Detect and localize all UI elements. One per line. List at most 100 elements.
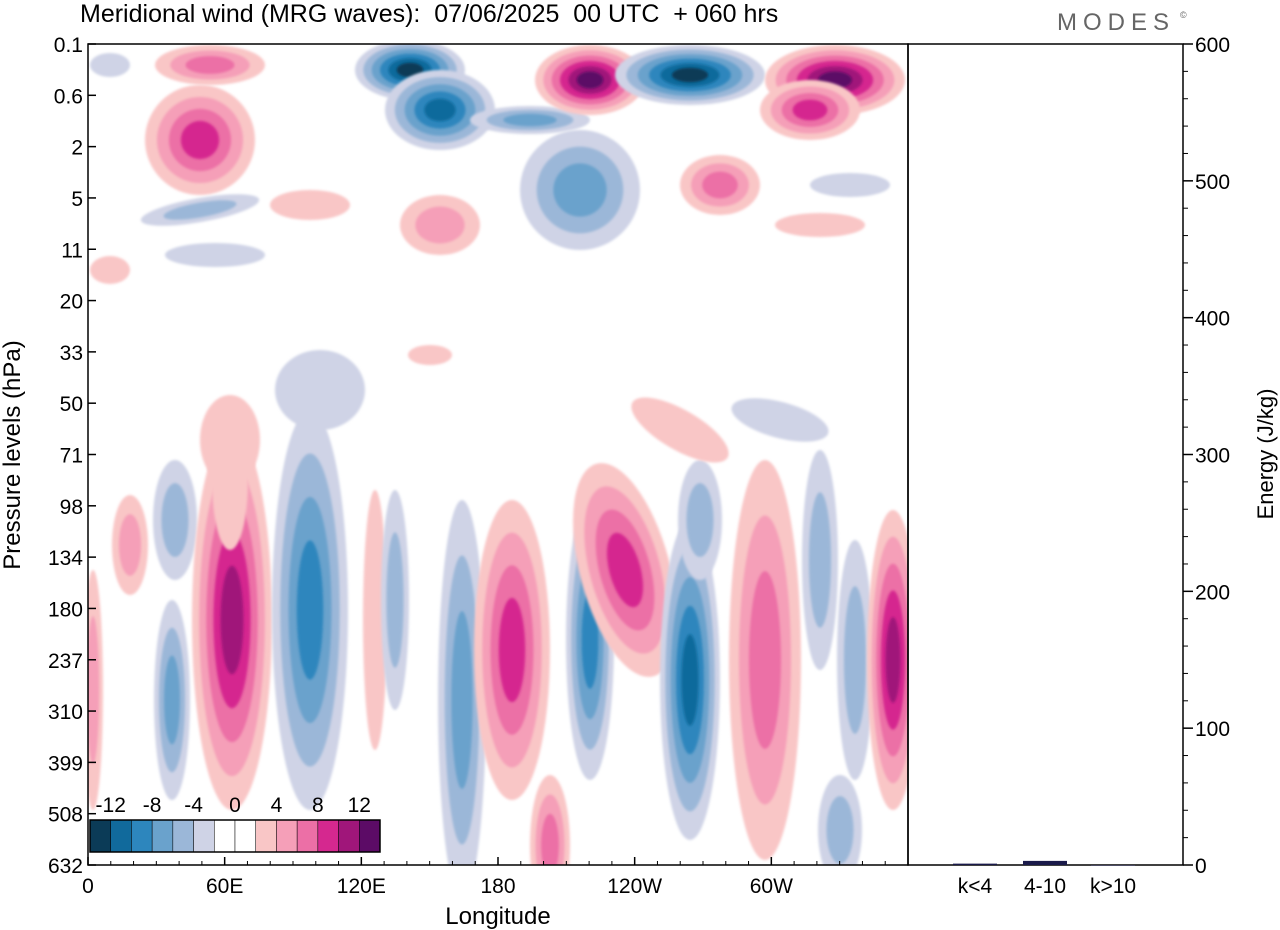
pressure-tick-label: 11 [61,239,83,262]
positive-wind-contour [145,85,255,195]
colorbar-label: -12 [96,794,126,817]
energy-bar [1023,860,1067,865]
negative-wind-contour [802,450,838,670]
negative-wind-contour [678,460,722,580]
negative-wind-contour [165,243,265,267]
colorbar-label: -8 [143,794,162,817]
energy-tick-label: 600 [1195,34,1230,57]
energy-tick-label: 300 [1195,445,1230,468]
energy-panel-frame [907,43,1184,866]
wind-field [88,44,908,865]
pressure-tick-label: 399 [48,752,83,775]
negative-wind-contour [154,600,190,800]
pressure-tick-label: 310 [48,701,83,724]
positive-wind-contour [775,213,865,237]
energy-tick-label: 100 [1195,718,1230,741]
energy-bar [1091,865,1135,866]
colorbar-label: 8 [312,794,324,817]
positive-wind-contour [155,45,265,85]
energy-category-label: k>10 [1090,875,1136,898]
energy-axis-label: Energy (J/kg) [1253,389,1278,520]
colorbar-label: -4 [184,794,203,817]
energy-tick-label: 400 [1195,308,1230,331]
brand-registered-mark: © [1180,10,1187,20]
colorbar: -12 -8 -4 0 4 8 12 [89,794,381,853]
colorbar-swatch [234,819,256,853]
negative-wind-contour [272,410,348,810]
colorbar-label: 12 [348,794,371,817]
positive-wind-contour [530,775,570,865]
pressure-tick-label: 71 [60,445,83,468]
positive-wind-contour [867,510,908,810]
longitude-tick-label: 60E [206,875,243,898]
positive-wind-contour [408,345,452,365]
longitude-tick-label: 120W [607,875,662,898]
positive-wind-contour [573,463,677,677]
colorbar-swatch [359,819,381,853]
positive-wind-contour [200,395,260,485]
longitude-axis: 0 60E 120E 180 120W 60W [82,857,886,898]
positive-wind-contour [363,490,387,750]
negative-wind-contour [90,53,130,77]
colorbar-swatch [317,819,339,853]
colorbar-swatch [276,819,298,853]
positive-wind-contour [88,570,103,810]
pressure-tick-label: 5 [71,188,83,211]
pressure-tick-label: 632 [48,855,83,878]
negative-wind-contour [731,398,829,442]
colorbar-swatch [255,819,277,853]
negative-wind-contour [153,460,197,580]
pressure-tick-label: 50 [60,393,83,416]
brand-logo: MODES [1057,9,1176,36]
negative-wind-contour [818,775,862,865]
negative-wind-contour [615,45,765,105]
positive-wind-contour [535,45,645,115]
colorbar-swatch [214,819,236,853]
colorbar-label: 4 [271,794,283,817]
colorbar-swatch [338,819,360,853]
pressure-tick-label: 508 [48,804,83,827]
pressure-axis-label: Pressure levels (hPa) [0,340,26,569]
positive-wind-contour [192,430,272,810]
negative-wind-contour [438,500,486,865]
colorbar-swatch [89,819,111,853]
pressure-tick-label: 134 [48,547,83,570]
negative-wind-contour [810,173,890,197]
colorbar-swatch [193,819,215,853]
pressure-tick-label: 180 [48,598,83,621]
longitude-axis-label: Longitude [445,903,550,930]
positive-wind-contour [400,195,480,255]
colorbar-swatch [110,819,132,853]
colorbar-frame [89,819,381,853]
positive-wind-contour [631,397,729,463]
negative-wind-contour [385,70,495,150]
pressure-tick-label: 237 [48,650,83,673]
colorbar-swatch [151,819,174,853]
energy-tick-label: 0 [1195,855,1207,878]
colorbar-swatch [296,819,319,853]
negative-wind-contour [470,106,590,134]
negative-wind-contour [520,130,640,250]
energy-tick-label: 200 [1195,581,1230,604]
pressure-tick-label: 20 [60,291,83,314]
longitude-tick-label: 0 [82,875,94,898]
positive-wind-contour [90,256,130,284]
pressure-tick-label: 2 [71,137,83,160]
longitude-tick-label: 60W [750,875,793,898]
negative-wind-contour [837,540,873,780]
positive-wind-contour [112,495,148,595]
energy-category-label: 4-10 [1024,875,1066,898]
positive-wind-contour [729,460,801,860]
pressure-axis: 0.1 0.6 2 5 11 20 33 50 71 98 134 180 237 310 399 508 63… [48,34,96,878]
energy-bar [953,863,997,865]
longitude-tick-label: 120E [337,875,386,898]
colorbar-label: 0 [229,794,241,817]
positive-wind-contour [270,190,350,220]
pressure-tick-label: 98 [60,496,83,519]
positive-wind-contour [760,80,860,140]
negative-wind-contour [275,350,365,430]
pressure-tick-label: 33 [60,342,83,365]
negative-wind-contour [381,490,409,710]
negative-wind-contour [660,520,720,840]
